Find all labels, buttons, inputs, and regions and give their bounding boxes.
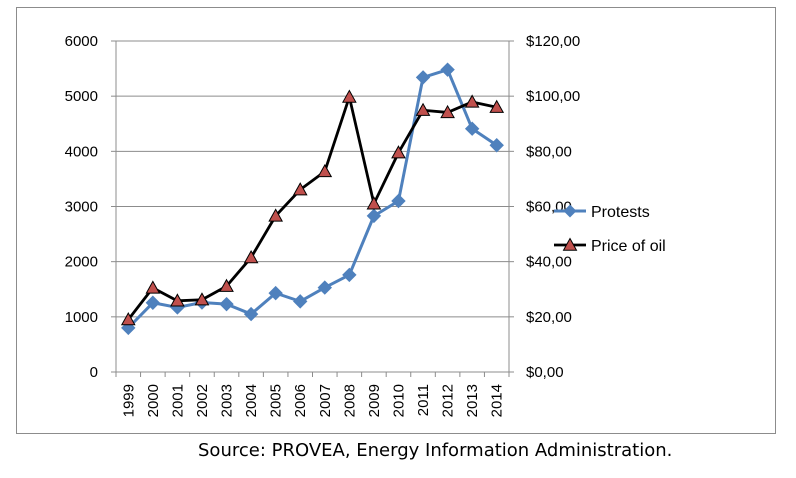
x-tick-label: 2001	[169, 384, 186, 417]
data-point-protests	[366, 208, 382, 224]
data-point-price-of-oil	[317, 163, 333, 178]
chart-frame: 0 $0,00 1000 $20,00 2000 $40,00 3000 $60,00 4000…	[16, 7, 776, 434]
y-right-tick-label: $60,00	[526, 199, 572, 216]
y-left-tick-label: 4000	[65, 143, 98, 160]
gridlines	[116, 40, 509, 318]
y-left-tick-label: 1000	[65, 309, 98, 326]
y-right-tick-label: $120,00	[526, 33, 580, 50]
y-right-tick-label: $0,00	[526, 364, 564, 381]
y-left-tick-label: 5000	[65, 88, 98, 105]
data-point-protests	[293, 294, 308, 309]
x-tick-label: 2012	[440, 384, 457, 417]
data-point-price-of-oil	[120, 312, 136, 326]
x-tick-label: 2005	[268, 384, 285, 417]
data-point-protests	[342, 267, 357, 283]
data-point-protests	[489, 138, 504, 153]
data-point-protests	[440, 62, 455, 77]
data-point-price-of-oil	[464, 94, 480, 108]
data-point-protests	[464, 121, 480, 136]
data-point-price-of-oil	[194, 292, 210, 306]
x-tick-label: 2010	[390, 384, 407, 417]
x-tick-label: 2008	[341, 384, 358, 417]
source-caption: Source: PROVEA, Energy Information Admin…	[198, 440, 673, 461]
legend-marker	[562, 237, 578, 251]
series-line-price-of-oil	[127, 95, 498, 321]
x-tick-label: 2004	[243, 384, 260, 417]
y-right-tick-label: $40,00	[526, 254, 572, 271]
data-point-protests	[243, 306, 259, 322]
y-right-tick-label: $80,00	[526, 143, 572, 160]
x-tick-label: 2003	[219, 384, 236, 417]
x-tick-label: 2014	[489, 384, 506, 417]
x-tick-label: 2013	[464, 384, 481, 417]
x-tick-label: 2011	[415, 384, 432, 416]
data-point-price-of-oil	[489, 99, 505, 113]
axes: 0 $0,00 1000 $20,00 2000 $40,00 3000 $60,00 4000…	[65, 33, 581, 417]
y-left-tick-label: 6000	[65, 33, 98, 50]
legend: Protests Price of oil	[554, 204, 666, 255]
y-left-tick-label: 2000	[65, 254, 98, 271]
data-point-price-of-oil	[145, 280, 161, 294]
data-point-price-of-oil	[440, 104, 455, 119]
data-point-price-of-oil	[268, 208, 284, 222]
legend-marker	[563, 204, 577, 218]
y-right-tick-label: $100,00	[526, 88, 580, 105]
data-point-protests	[391, 193, 406, 209]
data-point-protests	[145, 295, 161, 310]
data-point-protests	[219, 296, 234, 312]
series-layer	[120, 62, 505, 336]
y-right-tick-label: $20,00	[526, 309, 572, 326]
data-point-price-of-oil	[391, 145, 406, 159]
data-point-price-of-oil	[170, 293, 185, 307]
y-left-tick-label: 3000	[65, 199, 98, 216]
data-point-price-of-oil	[415, 102, 431, 116]
data-point-protests	[268, 285, 283, 301]
x-tick-label: 2007	[317, 384, 334, 417]
x-tick-label: 2009	[366, 384, 383, 417]
data-point-price-of-oil	[292, 182, 308, 196]
legend-label: Protests	[591, 204, 650, 221]
data-point-price-of-oil	[366, 196, 382, 210]
x-tick-label: 2002	[194, 384, 211, 417]
data-point-price-of-oil	[219, 278, 234, 292]
legend-label: Price of oil	[591, 238, 666, 255]
line-chart: 0 $0,00 1000 $20,00 2000 $40,00 3000 $60,00 4000…	[65, 33, 666, 417]
x-tick-label: 1999	[120, 384, 137, 417]
data-point-price-of-oil	[341, 89, 357, 103]
data-point-protests	[415, 70, 431, 85]
series-line-protests	[127, 68, 498, 329]
y-left-tick-label: 0	[90, 364, 98, 381]
x-tick-label: 2006	[292, 384, 309, 417]
data-point-protests	[317, 280, 332, 295]
data-point-price-of-oil	[243, 249, 259, 264]
x-tick-label: 2000	[145, 384, 162, 417]
